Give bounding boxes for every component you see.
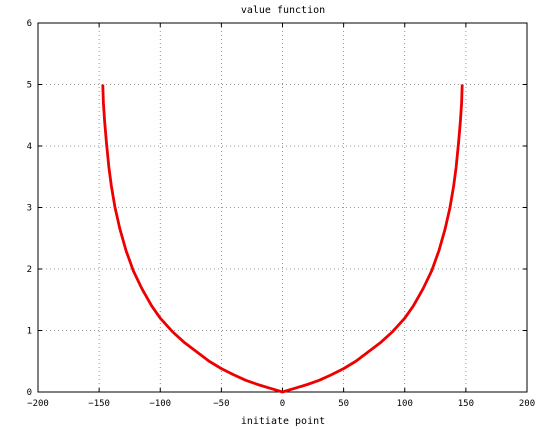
- x-tick-label: −100: [149, 399, 171, 409]
- series-line: [101, 84, 464, 394]
- y-gridlines: [38, 84, 527, 331]
- x-tick-label: −200: [27, 399, 49, 409]
- y-tick-label: 5: [27, 81, 32, 91]
- y-tick-label: 0: [27, 388, 32, 398]
- x-axis-title: initiate point: [241, 416, 325, 427]
- y-axis-tick-labels: 0 1 2 3 4 5 6: [27, 19, 32, 398]
- x-tick-label: 50: [338, 399, 349, 409]
- x-tick-label: −50: [213, 399, 229, 409]
- x-tick-label: 100: [397, 399, 413, 409]
- x-axis-tick-labels: −200 −150 −100 −50 0 50 100 150 200: [27, 399, 535, 409]
- x-tick-label: 0: [280, 399, 285, 409]
- x-tick-label: 150: [458, 399, 474, 409]
- y-tick-label: 6: [27, 19, 32, 29]
- y-tick-label: 2: [27, 265, 32, 275]
- y-tick-label: 4: [27, 142, 32, 152]
- y-tick-label: 3: [27, 204, 32, 214]
- y-tick-label: 1: [27, 327, 32, 337]
- series-layer: [101, 84, 464, 394]
- chart-title: value function: [241, 5, 325, 16]
- x-tick-label: −150: [88, 399, 110, 409]
- y-axis-ticks: [38, 22, 527, 393]
- x-tick-label: 200: [519, 399, 535, 409]
